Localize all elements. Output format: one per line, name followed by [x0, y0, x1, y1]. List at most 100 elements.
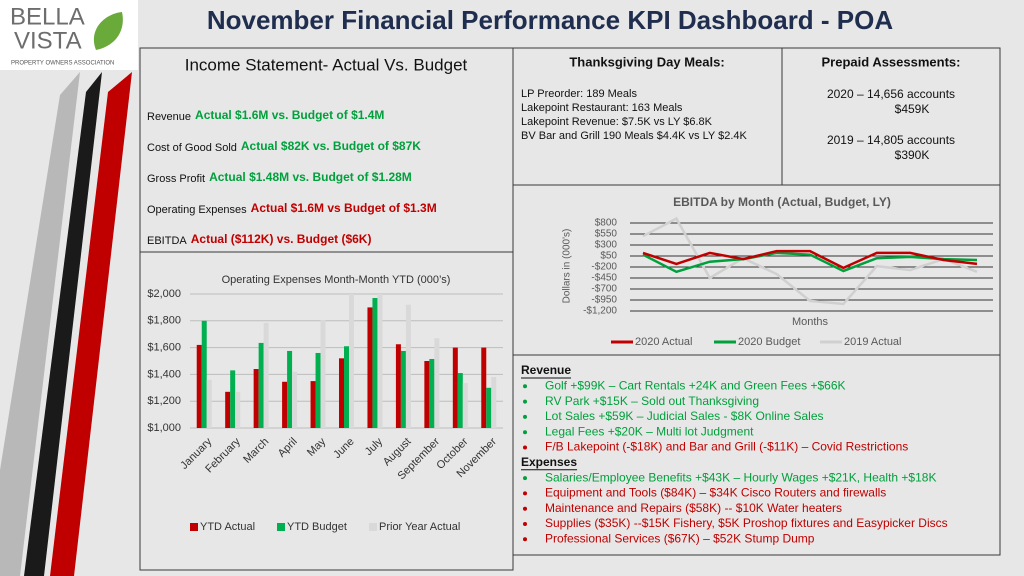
- y-tick-label: $2,000: [147, 288, 181, 300]
- notes-heading: Revenue: [521, 363, 571, 377]
- bar: [349, 294, 354, 428]
- bar: [429, 358, 435, 428]
- logo-leaf: [93, 12, 123, 50]
- bullet: [523, 430, 527, 435]
- bar: [395, 344, 401, 428]
- y-tick-label: $300: [595, 240, 618, 251]
- row-value: Actual $82K vs. Budget of $87K: [241, 139, 421, 153]
- y-tick-label: -$450: [591, 273, 617, 284]
- bar: [344, 346, 349, 428]
- bullet: [523, 476, 527, 481]
- legend-label: YTD Budget: [287, 521, 347, 533]
- bar: [434, 338, 440, 428]
- logo-tagline: PROPERTY OWNERS ASSOCIATION: [11, 61, 114, 67]
- y-tick-label: $1,200: [147, 395, 181, 407]
- ebitda-chart: EBITDA by Month (Actual, Budget, LY) Doll…: [562, 195, 993, 348]
- info-line: LP Preorder: 189 Meals: [521, 88, 637, 100]
- series-line: [642, 251, 978, 274]
- legend-label: YTD Actual: [200, 521, 255, 533]
- bar: [253, 369, 259, 428]
- bar: [225, 391, 231, 428]
- bar: [372, 298, 378, 428]
- row-label: EBITDA: [147, 235, 187, 247]
- series-line: [642, 216, 978, 306]
- x-axis-label: Months: [792, 316, 829, 328]
- panel-title: Prepaid Assessments:: [822, 54, 961, 69]
- row-label: Revenue: [147, 111, 191, 123]
- chart-title: EBITDA by Month (Actual, Budget, LY): [673, 195, 891, 209]
- y-tick-label: $50: [600, 251, 617, 262]
- notes-item: F/B Lakepoint (-$18K) and Bar and Grill …: [545, 440, 908, 454]
- bar: [235, 391, 241, 428]
- row-value: Actual ($112K) vs. Budget ($6K): [191, 232, 372, 246]
- row-label: Gross Profit: [147, 173, 205, 185]
- bullet: [523, 384, 527, 389]
- notes-item: Golf +$99K – Cart Rentals +24K and Green…: [545, 378, 846, 392]
- bullet: [523, 537, 527, 542]
- bar: [230, 370, 236, 428]
- legend-label: 2019 Actual: [844, 336, 902, 348]
- y-tick-label: -$950: [591, 295, 617, 306]
- bullet: [523, 399, 527, 404]
- bar: [287, 350, 293, 428]
- stripe: [24, 72, 102, 576]
- bullet: [523, 491, 527, 496]
- y-axis-label: Dollars in (000's): [562, 229, 573, 304]
- row-label: Cost of Good Sold: [147, 142, 237, 154]
- notes-item: Salaries/Employee Benefits +$43K – Hourl…: [545, 470, 936, 484]
- panel-title: Income Statement- Actual Vs. Budget: [185, 55, 468, 74]
- y-tick-label: $1,400: [147, 368, 181, 380]
- bar: [424, 361, 430, 428]
- bar: [292, 371, 298, 428]
- notes-item: Legal Fees +$20K – Multi lot Judgment: [545, 424, 754, 438]
- y-tick-label: -$200: [591, 262, 617, 273]
- notes-item: Lot Sales +$59K – Judicial Sales - $8K O…: [545, 409, 824, 423]
- bar: [320, 320, 326, 428]
- bar: [400, 350, 406, 428]
- info-line: 2020 – 14,656 accounts: [827, 87, 955, 101]
- bar: [462, 383, 468, 428]
- info-line: $459K: [895, 102, 930, 116]
- legend-label: 2020 Budget: [738, 336, 800, 348]
- legend-swatch: [190, 523, 198, 531]
- bar: [310, 381, 316, 428]
- info-line: $390K: [895, 148, 930, 162]
- y-tick-label: $1,800: [147, 315, 181, 327]
- notes-item: Professional Services ($67K) – $52K Stum…: [545, 531, 815, 545]
- bar: [339, 358, 344, 428]
- bar: [282, 381, 288, 428]
- info-line: Lakepoint Revenue: $7.5K vs LY $6.8K: [521, 116, 713, 128]
- legend-label: Prior Year Actual: [379, 521, 460, 533]
- chart-title: Operating Expenses Month-Month YTD (000’…: [222, 274, 451, 286]
- bar: [315, 352, 321, 428]
- y-tick-label: $1,000: [147, 422, 181, 434]
- info-line: Lakepoint Restaurant: 163 Meals: [521, 102, 683, 114]
- bar: [258, 342, 264, 428]
- page-title: November Financial Performance KPI Dashb…: [207, 5, 894, 35]
- logo-text: BELLA: [10, 3, 85, 30]
- row-value: Actual $1.6M vs Budget of $1.3M: [251, 201, 437, 215]
- y-tick-label: $800: [595, 218, 618, 229]
- bar: [452, 347, 458, 428]
- legend-label: 2020 Actual: [635, 336, 693, 348]
- notes-item: Maintenance and Repairs ($58K) -- $10K W…: [545, 501, 842, 515]
- y-tick-label: $550: [595, 229, 618, 240]
- legend-swatch: [369, 523, 377, 531]
- bar: [206, 379, 212, 428]
- series-line: [642, 249, 978, 270]
- notes-item: Equipment and Tools ($84K) – $34K Cisco …: [545, 486, 886, 500]
- bar: [196, 344, 202, 428]
- legend-swatch: [277, 523, 285, 531]
- bar: [491, 377, 497, 428]
- bar: [457, 373, 463, 428]
- y-tick-label: -$1,200: [583, 306, 617, 317]
- notes-item: Supplies ($35K) --$15K Fishery, $5K Pros…: [545, 516, 948, 530]
- notes-heading: Expenses: [521, 455, 577, 469]
- bullet: [523, 522, 527, 526]
- stripe: [0, 72, 80, 576]
- bar: [377, 294, 383, 428]
- panel-title: Thanksgiving Day Meals:: [569, 54, 724, 69]
